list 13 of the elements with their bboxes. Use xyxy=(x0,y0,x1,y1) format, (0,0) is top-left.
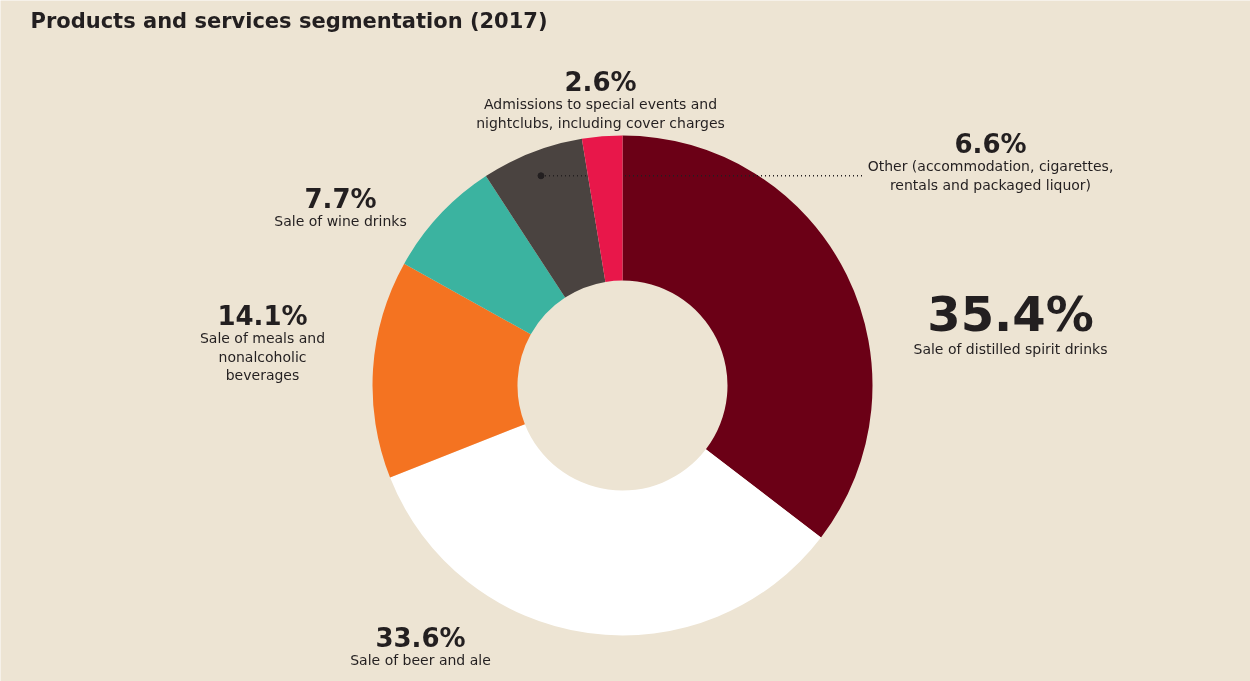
data-label: 35.4% xyxy=(927,285,1094,342)
slice-label: Other (accommodation, cigarettes, rentals and packaged liquor) xyxy=(867,158,1114,193)
data-label: 2.6% xyxy=(564,66,637,97)
data-label: 33.6% xyxy=(375,622,466,653)
chart-title: Products and services segmentation (2017) xyxy=(30,8,548,33)
slice-label: Sale of distilled spirit drinks xyxy=(913,340,1108,357)
slice-label: Sale of wine drinks xyxy=(274,213,407,230)
data-label: 6.6% xyxy=(954,128,1027,159)
data-label: 7.7% xyxy=(304,183,377,214)
slice-label: Sale of meals and nonalcoholic beverages xyxy=(199,330,326,384)
data-label: 14.1% xyxy=(217,300,308,331)
slice-label: Sale of beer and ale xyxy=(350,652,491,669)
slice-label: Admissions to special events and nightclubs, including cover charges xyxy=(476,96,725,131)
